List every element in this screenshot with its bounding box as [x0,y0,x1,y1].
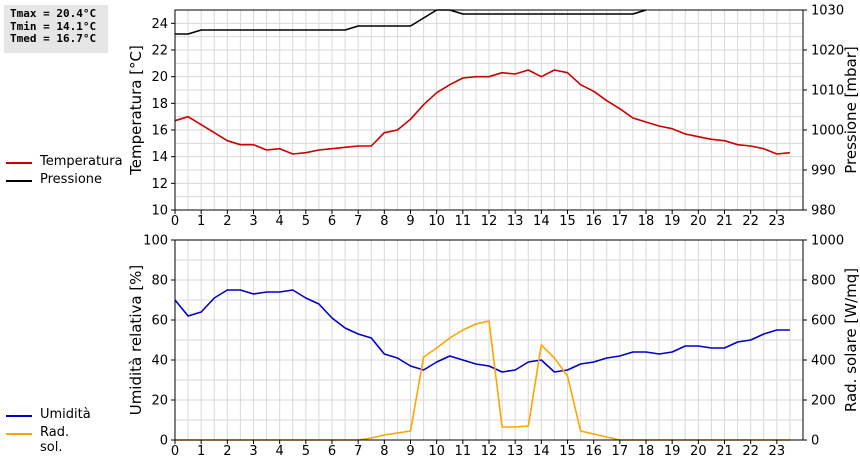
y-tick-label-left: 12 [151,177,168,192]
x-tick-label: 7 [354,214,362,229]
y-tick-label-right: 990 [811,164,836,179]
x-tick-label: 13 [507,444,524,459]
y-tick-label-right: 980 [811,204,836,219]
x-tick-label: 7 [354,444,362,459]
x-tick-label: 4 [276,214,284,229]
y-tick-label-left: 80 [151,274,168,289]
y-tick-label-right: 800 [811,274,836,289]
stat-tmin: Tmin = 14.1°C [10,19,97,33]
x-tick-label: 21 [716,444,733,459]
x-tick-label: 14 [533,444,550,459]
x-tick-label: 8 [380,214,388,229]
series-line-rad-sol [175,320,790,441]
x-tick-label: 11 [455,444,472,459]
x-tick-label: 1 [197,214,205,229]
x-tick-label: 14 [533,214,550,229]
x-tick-label: 10 [428,444,445,459]
x-tick-label: 15 [559,444,576,459]
y-axis-title-left: Temperatura [°C] [127,45,145,176]
stat-tmax: Tmax = 20.4°C [10,7,97,20]
x-tick-label: 17 [612,444,629,459]
legend-label: Pressione [40,172,103,187]
stats-box: Tmax = 20.4°C Tmin = 14.1°C Tmed = 16.7°… [4,5,108,53]
y-axis-title-right: Pressione [mbar] [842,46,860,174]
x-tick-label: 12 [481,214,498,229]
x-tick-label: 16 [585,444,602,459]
stat-tmed: Tmed = 16.7°C [10,32,97,45]
x-tick-label: 18 [638,444,655,459]
x-tick-label: 10 [428,214,445,229]
x-tick-label: 20 [690,214,707,229]
y-tick-label-right: 400 [811,354,836,369]
legend-swatch [6,433,32,435]
y-tick-label-left: 22 [151,44,168,59]
x-tick-label: 18 [638,214,655,229]
x-tick-label: 5 [302,444,310,459]
y-tick-label-left: 10 [151,204,168,219]
series-line-temperatura [174,69,790,155]
y-tick-label-right: 200 [811,394,836,409]
legend-swatch [6,415,32,417]
x-tick-label: 23 [769,214,786,229]
x-tick-label: 2 [223,444,231,459]
x-tick-label: 19 [664,214,681,229]
x-tick-label: 11 [455,214,472,229]
y-tick-label-right: 1020 [811,44,844,59]
x-tick-label: 6 [328,214,336,229]
x-tick-label: 0 [171,214,179,229]
x-tick-label: 12 [481,444,498,459]
y-tick-label-left: 16 [151,124,168,139]
x-tick-label: 23 [769,444,786,459]
y-axis-title-right: Rad. solare [W/mq] [842,268,860,412]
x-tick-label: 19 [664,444,681,459]
y-tick-label-right: 0 [811,434,819,449]
y-tick-label-left: 40 [151,354,168,369]
x-tick-label: 5 [302,214,310,229]
x-tick-label: 9 [406,444,414,459]
y-tick-label-left: 14 [151,150,168,165]
y-tick-label-left: 100 [143,234,168,249]
legend-label: Rad. sol. [40,425,70,455]
series-line-pressione [175,9,647,35]
x-tick-label: 22 [742,214,759,229]
y-tick-label-left: 0 [160,434,168,449]
y-tick-label-right: 600 [811,314,836,329]
y-tick-label-right: 1030 [811,4,844,19]
x-tick-label: 3 [249,444,257,459]
x-tick-label: 20 [690,444,707,459]
y-tick-label-left: 24 [151,17,168,32]
y-tick-label-right: 1000 [811,234,844,249]
x-tick-label: 1 [197,444,205,459]
y-tick-label-left: 60 [151,314,168,329]
y-tick-label-right: 1010 [811,84,844,99]
y-tick-label-left: 20 [151,70,168,85]
y-axis-title-left: Umidità relativa [%] [127,265,145,416]
legend-label: Umidità [40,407,91,422]
series-line-umidit [174,289,790,373]
legend-swatch [6,162,32,164]
x-tick-label: 8 [380,444,388,459]
x-tick-label: 9 [406,214,414,229]
legend-label: Temperatura [40,154,123,169]
x-tick-label: 17 [612,214,629,229]
x-tick-label: 15 [559,214,576,229]
y-tick-label-right: 1000 [811,124,844,139]
x-tick-label: 22 [742,444,759,459]
x-tick-label: 3 [249,214,257,229]
x-tick-label: 13 [507,214,524,229]
y-tick-label-left: 18 [151,97,168,112]
x-tick-label: 2 [223,214,231,229]
x-tick-label: 21 [716,214,733,229]
y-tick-label-left: 20 [151,394,168,409]
x-tick-label: 6 [328,444,336,459]
x-tick-label: 0 [171,444,179,459]
x-tick-label: 4 [276,444,284,459]
legend-swatch [6,180,32,182]
x-tick-label: 16 [585,214,602,229]
